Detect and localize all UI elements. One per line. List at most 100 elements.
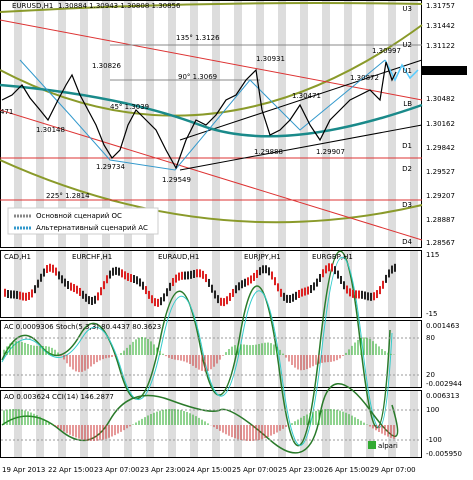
price-label: 1.31122 (426, 42, 455, 50)
annotation: 1.30997 (372, 47, 401, 55)
panel4-frame (0, 390, 422, 458)
session-band (124, 391, 132, 458)
mini-candle (241, 280, 243, 289)
session-band (410, 251, 418, 318)
session-band (80, 391, 88, 458)
session-band (14, 251, 22, 318)
mini-candle (79, 287, 81, 296)
mini-candle (121, 269, 123, 278)
session-band (212, 391, 220, 458)
mini-candle (235, 285, 237, 294)
mini-candle (61, 275, 63, 284)
mini-candle (307, 286, 309, 295)
quote: 1.30884 1.30943 1.30808 1.30856 (58, 2, 181, 10)
annotation: 1.29734 (96, 163, 125, 171)
time-label: 23 Apr 23:00 (140, 466, 186, 474)
channel-low (179, 124, 423, 171)
session-band (344, 391, 352, 458)
mini-candle (178, 272, 180, 281)
session-band (168, 1, 176, 248)
mini-candle (19, 291, 21, 300)
mini-candle (160, 297, 162, 306)
mini-candle (130, 274, 132, 283)
annotation: 1.30931 (256, 55, 285, 63)
mini-candle (151, 295, 153, 304)
mini-candle (55, 267, 57, 276)
session-band (256, 1, 264, 248)
mini-candle (82, 290, 84, 299)
session-band (410, 321, 418, 388)
session-band (190, 251, 198, 318)
mini-candle (262, 265, 264, 274)
session-band (410, 1, 418, 248)
session-band (80, 1, 88, 248)
session-band (58, 1, 66, 248)
session-band (388, 321, 396, 388)
envelope-top (0, 2, 423, 13)
session-band (190, 321, 198, 388)
mini-candle (31, 289, 33, 298)
legend-alt: Альтернативный сценарий АС (36, 224, 148, 232)
annotation: 225° 1.2814 (46, 192, 90, 200)
scenario-alt (384, 59, 419, 82)
annotation: 1.30826 (92, 62, 121, 70)
mini-candle (220, 297, 222, 306)
axis-label: 100 (426, 406, 439, 414)
mini-candle (301, 288, 303, 297)
mini-candle (292, 293, 294, 302)
mini-candle (124, 271, 126, 280)
mini-candle (91, 296, 93, 305)
session-band (14, 1, 22, 248)
annotation: 1.30872 (350, 74, 379, 82)
mini-candle (331, 263, 333, 272)
mini-candle (337, 270, 339, 279)
session-band (58, 251, 66, 318)
axis-label: -0.005950 (426, 450, 462, 458)
oscillators (1, 250, 421, 454)
mini-candle (343, 281, 345, 290)
mini-candle (172, 278, 174, 287)
session-band (366, 1, 374, 248)
mini-candle (187, 271, 189, 280)
stoch-signal (1, 256, 393, 446)
mini-candle (157, 298, 159, 307)
legend-frame (7, 207, 159, 235)
session-band (146, 391, 154, 458)
session-band (190, 391, 198, 458)
mini-candle (373, 292, 375, 301)
mini-candle (346, 285, 348, 294)
mini-candle (142, 281, 144, 290)
session-band (366, 251, 374, 318)
mini-candle (28, 291, 30, 300)
pair-label: EURCHF,H1 (72, 253, 112, 261)
mini-candle (163, 293, 165, 302)
mini-candle (118, 267, 120, 276)
axis-label: 20 (426, 371, 435, 379)
mini-candle (127, 272, 129, 281)
mini-candle (367, 292, 369, 301)
mini-candle (334, 266, 336, 275)
mini-candle (49, 263, 51, 272)
envelope-lower (0, 159, 423, 224)
panel-title: AO 0.003624 CCI(14) 146.2877 (4, 393, 114, 401)
mini-candle (133, 275, 135, 284)
axis-label: 0.006313 (426, 392, 459, 400)
mini-candle (340, 275, 342, 284)
session-band (124, 321, 132, 388)
mini-candle (286, 294, 288, 303)
session-band (344, 321, 352, 388)
level-label: LB (403, 100, 412, 108)
mini-candle (7, 289, 9, 298)
axis-label: -0.002944 (426, 380, 462, 388)
time-label: 29 Apr 07:00 (370, 466, 416, 474)
mini-candle (349, 288, 351, 297)
mini-candle (70, 282, 72, 291)
mini-candle (328, 263, 330, 272)
time-label: 25 Apr 23:00 (278, 466, 324, 474)
legend-box (7, 207, 159, 235)
main-frame (0, 0, 422, 248)
mini-candle (202, 270, 204, 279)
mini-candle (226, 296, 228, 305)
mini-candle (268, 267, 270, 276)
mini-candle (271, 271, 273, 280)
